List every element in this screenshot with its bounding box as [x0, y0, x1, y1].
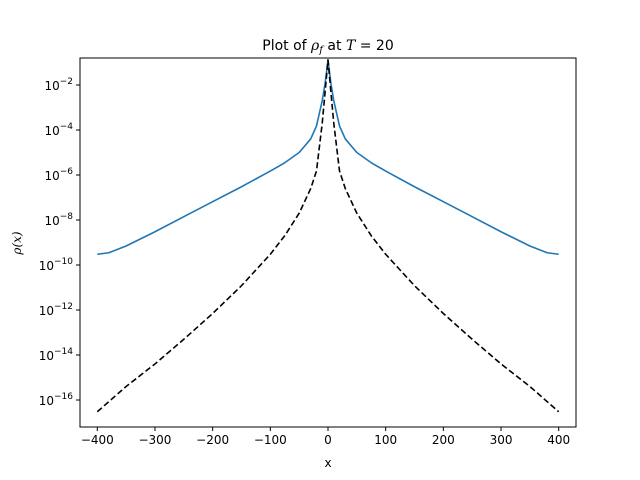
chart-title: Plot of ρf at T = 20	[262, 38, 393, 56]
title-mid: at	[323, 38, 346, 54]
x-tick-label: −200	[196, 433, 229, 447]
title-suffix: = 20	[355, 38, 393, 54]
y-tick-label: 10−14	[39, 347, 74, 363]
y-tick-label: 10−16	[39, 392, 74, 408]
plot-frame	[79, 57, 577, 428]
series-layer	[96, 59, 560, 413]
y-ticks: 10−16 10−14 10−12 10−10 10−8 10−6 10−4 10−2	[39, 77, 80, 408]
title-subscript: f	[318, 45, 325, 56]
y-tick-label: 10−8	[44, 212, 73, 228]
y-tick-label: 10−10	[39, 257, 74, 273]
y-label-symbol: ρ	[10, 248, 24, 256]
x-axis-label: x	[324, 456, 331, 470]
y-label-arg: (x)	[10, 231, 24, 247]
series-line-2	[96, 59, 560, 413]
x-tick-label: 400	[547, 433, 570, 447]
title-var: T	[346, 38, 357, 54]
x-tick-label: 300	[490, 433, 513, 447]
y-axis-label: ρ(x)	[10, 231, 24, 256]
x-tick-label: −400	[81, 433, 114, 447]
x-tick-label: 100	[374, 433, 397, 447]
x-tick-label: −100	[254, 433, 287, 447]
y-tick-label: 10−2	[44, 77, 73, 93]
x-tick-label: −300	[138, 433, 171, 447]
y-tick-label: 10−12	[39, 302, 73, 318]
x-tick-label: 0	[324, 433, 332, 447]
title-symbol: ρ	[310, 38, 320, 54]
y-tick-label: 10−4	[44, 122, 73, 138]
y-tick-label: 10−6	[44, 167, 73, 183]
series-line-1	[97, 59, 559, 256]
x-ticks: −400 −300 −200 −100 0 100 200 300 400	[81, 427, 570, 447]
x-tick-label: 200	[432, 433, 455, 447]
title-prefix: Plot of	[262, 38, 311, 54]
